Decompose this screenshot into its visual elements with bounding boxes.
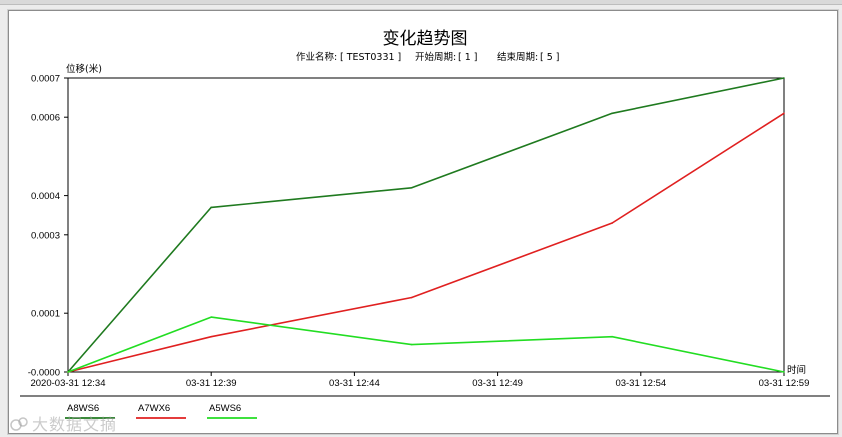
watermark-text: 大数据文摘 bbox=[32, 415, 118, 434]
plot-area bbox=[67, 77, 785, 373]
y-axis-label: 位移(米) bbox=[66, 63, 102, 75]
x-tick-label: 03-31 12:54 bbox=[615, 378, 666, 389]
x-axis-label: 时间 bbox=[787, 364, 806, 376]
y-tick-label: 0.0003 bbox=[31, 230, 60, 241]
series-point-a5ws6 bbox=[410, 343, 413, 346]
x-axis-ticks: 2020-03-31 12:34 03-31 12:39 03-31 12:44 03… bbox=[30, 372, 809, 389]
series-point-a5ws6 bbox=[611, 335, 613, 338]
y-axis-ticks: 0.0007 0.0006 0.0004 0.0003 0.0001 -0.0000 bbox=[28, 74, 68, 379]
x-tick-label: 03-31 12:39 bbox=[186, 378, 237, 389]
series-line-a5ws6 bbox=[67, 316, 785, 373]
legend-label-a5ws6: A5WS6 bbox=[209, 403, 241, 414]
start-cycle-label: 开始周期: bbox=[415, 51, 456, 63]
series-point-a8ws6 bbox=[783, 77, 785, 79]
series-point-a5ws6 bbox=[67, 371, 69, 373]
series-line-a8ws6 bbox=[67, 77, 785, 373]
watermark-logo-icon bbox=[10, 417, 28, 431]
job-name-value: [ TEST0331 ] bbox=[340, 52, 401, 63]
legend-label-a8ws6: A8WS6 bbox=[67, 403, 99, 414]
x-tick-label: 03-31 12:59 bbox=[759, 378, 810, 389]
series-point-a8ws6 bbox=[611, 112, 613, 115]
x-tick-label: 03-31 12:44 bbox=[329, 378, 380, 389]
window-top-strip bbox=[0, 0, 842, 5]
chart-title: 变化趋势图 bbox=[383, 29, 468, 49]
series-point-a7wx6 bbox=[783, 112, 785, 115]
x-tick-label: 03-31 12:49 bbox=[472, 378, 523, 389]
series-point-a8ws6 bbox=[410, 186, 413, 189]
end-cycle-value: [ 5 ] bbox=[540, 52, 560, 63]
job-name-label: 作业名称: bbox=[296, 51, 337, 63]
watermark: 大数据文摘 bbox=[10, 411, 117, 435]
y-tick-label: 0.0004 bbox=[31, 191, 60, 202]
start-cycle-value: [ 1 ] bbox=[458, 52, 478, 63]
series-point-a5ws6 bbox=[783, 371, 785, 373]
chart-frame bbox=[8, 10, 838, 434]
series-lines bbox=[67, 77, 785, 373]
y-tick-label: 0.0001 bbox=[31, 309, 60, 320]
series-point-a8ws6 bbox=[210, 206, 212, 209]
series-point-a7wx6 bbox=[410, 296, 413, 299]
series-point-a7wx6 bbox=[210, 335, 212, 338]
y-tick-label: 0.0006 bbox=[31, 113, 60, 124]
series-point-a7wx6 bbox=[611, 222, 613, 224]
end-cycle-label: 结束周期: bbox=[497, 51, 538, 63]
legend-label-a7wx6: A7WX6 bbox=[138, 403, 170, 414]
series-point-a5ws6 bbox=[210, 316, 212, 318]
y-tick-label: -0.0000 bbox=[28, 368, 60, 379]
x-tick-label: 2020-03-31 12:34 bbox=[30, 378, 105, 389]
series-line-a7wx6 bbox=[67, 112, 785, 373]
y-tick-label: 0.0007 bbox=[31, 74, 60, 85]
legend: A8WS6 A7WX6 A5WS6 bbox=[65, 403, 257, 419]
